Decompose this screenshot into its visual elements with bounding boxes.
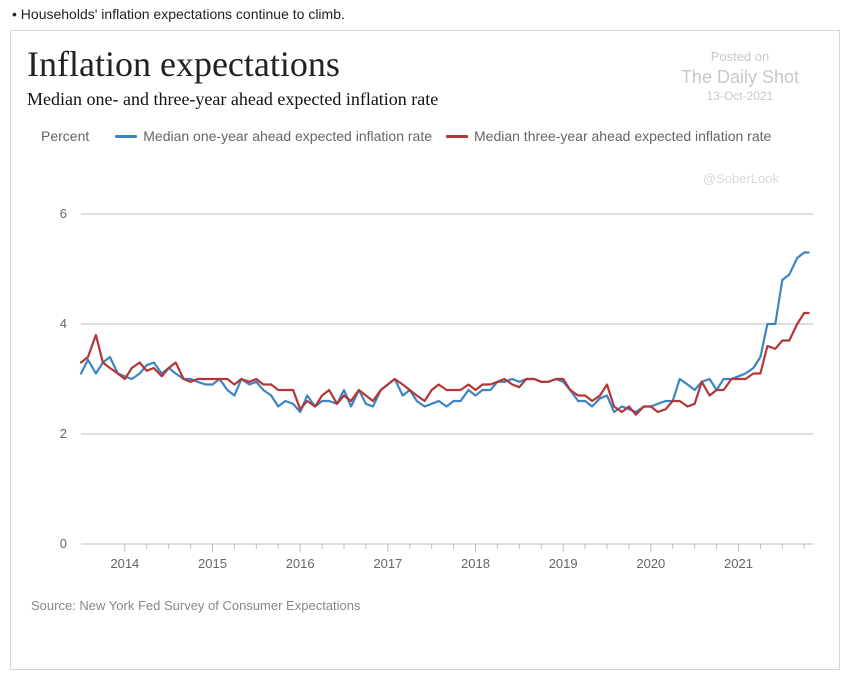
y-tick-label: 2: [60, 426, 67, 441]
caption-text: • Households' inflation expectations con…: [12, 6, 844, 22]
x-tick-label: 2017: [373, 556, 402, 571]
x-tick-label: 2021: [724, 556, 753, 571]
x-tick-label: 2016: [286, 556, 315, 571]
source-line: Source: New York Fed Survey of Consumer …: [31, 598, 823, 613]
x-tick-label: 2018: [461, 556, 490, 571]
x-tick-label: 2015: [198, 556, 227, 571]
y-tick-label: 4: [60, 316, 67, 331]
legend-item-three-year: Median three-year ahead expected inflati…: [446, 128, 771, 144]
y-axis-label: Percent: [41, 128, 89, 144]
legend-item-one-year: Median one-year ahead expected inflation…: [115, 128, 432, 144]
line-chart-svg: 0 2 4 6 2014 2015 2016 2017 2018 2019 2020 2021: [33, 164, 823, 584]
legend-label-one-year: Median one-year ahead expected inflation…: [143, 128, 432, 144]
chart-card: Posted on The Daily Shot 13-Oct-2021 @So…: [10, 30, 840, 670]
page: • Households' inflation expectations con…: [0, 0, 854, 683]
chart-title: Inflation expectations: [27, 43, 823, 85]
legend-row: Percent Median one-year ahead expected i…: [41, 128, 823, 144]
series-three_year: [81, 313, 809, 415]
legend-label-three-year: Median three-year ahead expected inflati…: [474, 128, 771, 144]
x-tick-label: 2014: [110, 556, 139, 571]
x-tick-label: 2019: [549, 556, 578, 571]
chart-subtitle: Median one- and three-year ahead expecte…: [27, 89, 823, 110]
plot-area: 0 2 4 6 2014 2015 2016 2017 2018 2019 2020 2021: [33, 164, 823, 584]
y-tick-label: 0: [60, 536, 67, 551]
legend-swatch-one-year: [115, 135, 137, 138]
y-tick-label: 6: [60, 206, 67, 221]
x-tick-label: 2020: [636, 556, 665, 571]
legend-swatch-three-year: [446, 135, 468, 138]
